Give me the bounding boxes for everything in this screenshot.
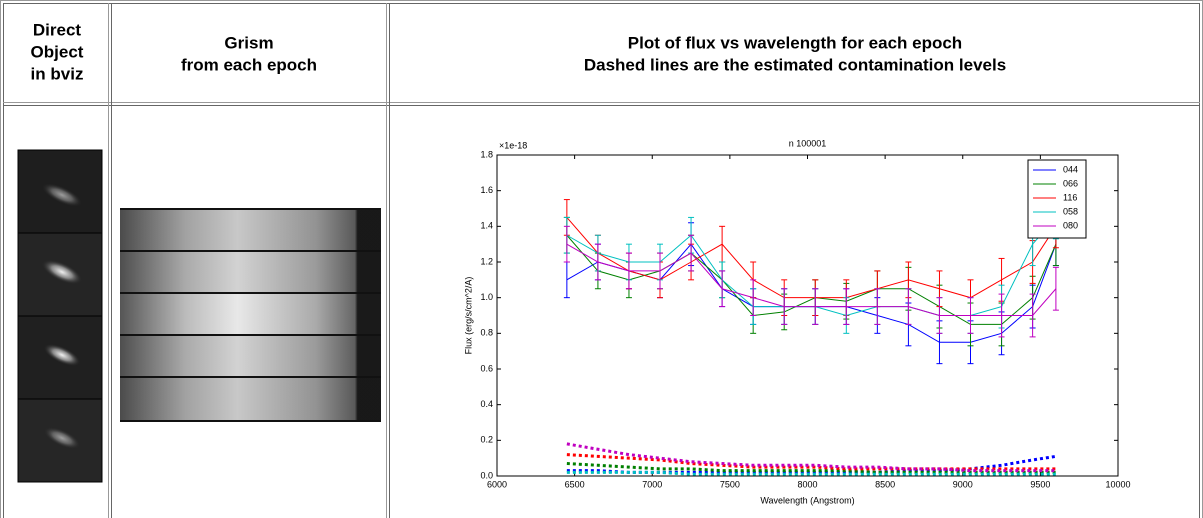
y-tick-label: 0.4 — [480, 399, 493, 409]
grism-images — [120, 208, 381, 422]
x-tick-label: 8000 — [797, 479, 817, 489]
contamination-line — [566, 442, 1056, 473]
direct-images — [17, 149, 103, 483]
legend-label: 066 — [1063, 178, 1078, 188]
legend-label: 058 — [1063, 206, 1078, 216]
legend-label: 044 — [1063, 164, 1078, 174]
y-tick-label: 1.0 — [480, 292, 493, 302]
y-axis-label: Flux (erg/s/cm^2/A) — [463, 277, 473, 355]
header: Direct — [33, 20, 82, 39]
error-bar — [563, 225, 570, 263]
header: from each epoch — [181, 55, 317, 74]
header: Object — [31, 42, 84, 61]
x-axis-label: Wavelength (Angstrom) — [760, 495, 854, 505]
header: Dashed lines are the estimated contamina… — [584, 55, 1006, 74]
x-tick-label: 9500 — [1030, 479, 1050, 489]
x-tick-label: 10000 — [1105, 479, 1130, 489]
x-tick-label: 9000 — [953, 479, 973, 489]
axes-frame — [496, 154, 1119, 477]
y-tick-label: 0.6 — [480, 363, 493, 373]
chart-title: n 100001 — [789, 138, 827, 148]
y-tick-label: 1.2 — [480, 256, 493, 266]
legend-box — [1027, 159, 1087, 239]
legend-label: 080 — [1063, 220, 1078, 230]
y-tick-label: 1.4 — [480, 221, 493, 231]
y-tick-label: 1.8 — [480, 149, 493, 159]
x-tick-label: 6000 — [487, 479, 507, 489]
chart: n 100001 Wavelength (Angstrom) Flux (erg/s… — [463, 138, 1130, 505]
contamination-line — [566, 453, 1056, 471]
contamination-line — [566, 462, 1056, 474]
y-tick-label: 0.2 — [480, 435, 493, 445]
x-tick-label: 8500 — [875, 479, 895, 489]
header: Plot of flux vs wavelength for each epoc… — [628, 33, 962, 52]
y-tick-label: 1.6 — [480, 185, 493, 195]
y-tick-label: 0.0 — [480, 470, 493, 480]
contamination-line — [566, 470, 1056, 476]
series-line — [566, 243, 1057, 316]
header-text: Direct Object in bviz Grism from each ep… — [31, 20, 1007, 83]
x-tick-label: 6500 — [565, 479, 585, 489]
y-offset-label: ×1e-18 — [499, 140, 527, 150]
x-tick-label: 7000 — [642, 479, 662, 489]
header: in bviz — [31, 64, 84, 83]
y-tick-label: 0.8 — [480, 328, 493, 338]
header: Grism — [224, 33, 273, 52]
legend-label: 116 — [1063, 192, 1077, 202]
x-tick-label: 7500 — [720, 479, 740, 489]
